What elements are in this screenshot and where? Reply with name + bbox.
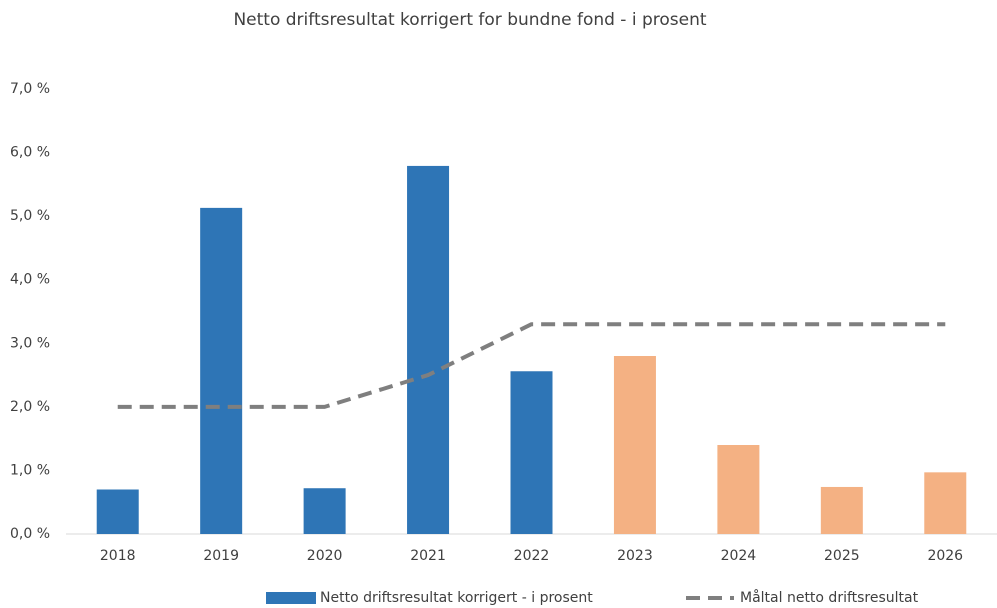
bar [407,165,450,534]
legend-swatch [266,592,316,604]
y-tick-label: 0,0 % [10,526,50,542]
bar [510,371,553,534]
y-tick-label: 7,0 % [10,81,50,97]
x-tick-label: 2025 [824,548,860,564]
y-tick-label: 5,0 % [10,208,50,224]
x-tick-label: 2024 [721,548,757,564]
legend-label: Måltal netto driftsresultat [740,589,919,606]
x-tick-label: 2018 [100,548,136,564]
y-tick-label: 2,0 % [10,399,50,415]
x-tick-label: 2026 [927,548,963,564]
chart-title: Netto driftsresultat korrigert for bundn… [233,10,706,30]
bar [200,207,243,534]
y-tick-label: 4,0 % [10,272,50,288]
bar [303,488,346,534]
bar [820,486,863,534]
x-tick-label: 2022 [514,548,550,564]
y-tick-label: 6,0 % [10,145,50,161]
x-tick-label: 2019 [203,548,239,564]
line [117,322,946,409]
bar [613,356,656,534]
bar [924,472,967,534]
x-tick-label: 2023 [617,548,653,564]
y-tick-label: 3,0 % [10,335,50,351]
bar [717,445,760,534]
bar [96,489,139,534]
legend-label: Netto driftsresultat korrigert - i prose… [320,590,593,606]
y-tick-label: 1,0 % [10,462,50,478]
x-tick-label: 2021 [410,548,446,564]
x-tick-label: 2020 [307,548,343,564]
